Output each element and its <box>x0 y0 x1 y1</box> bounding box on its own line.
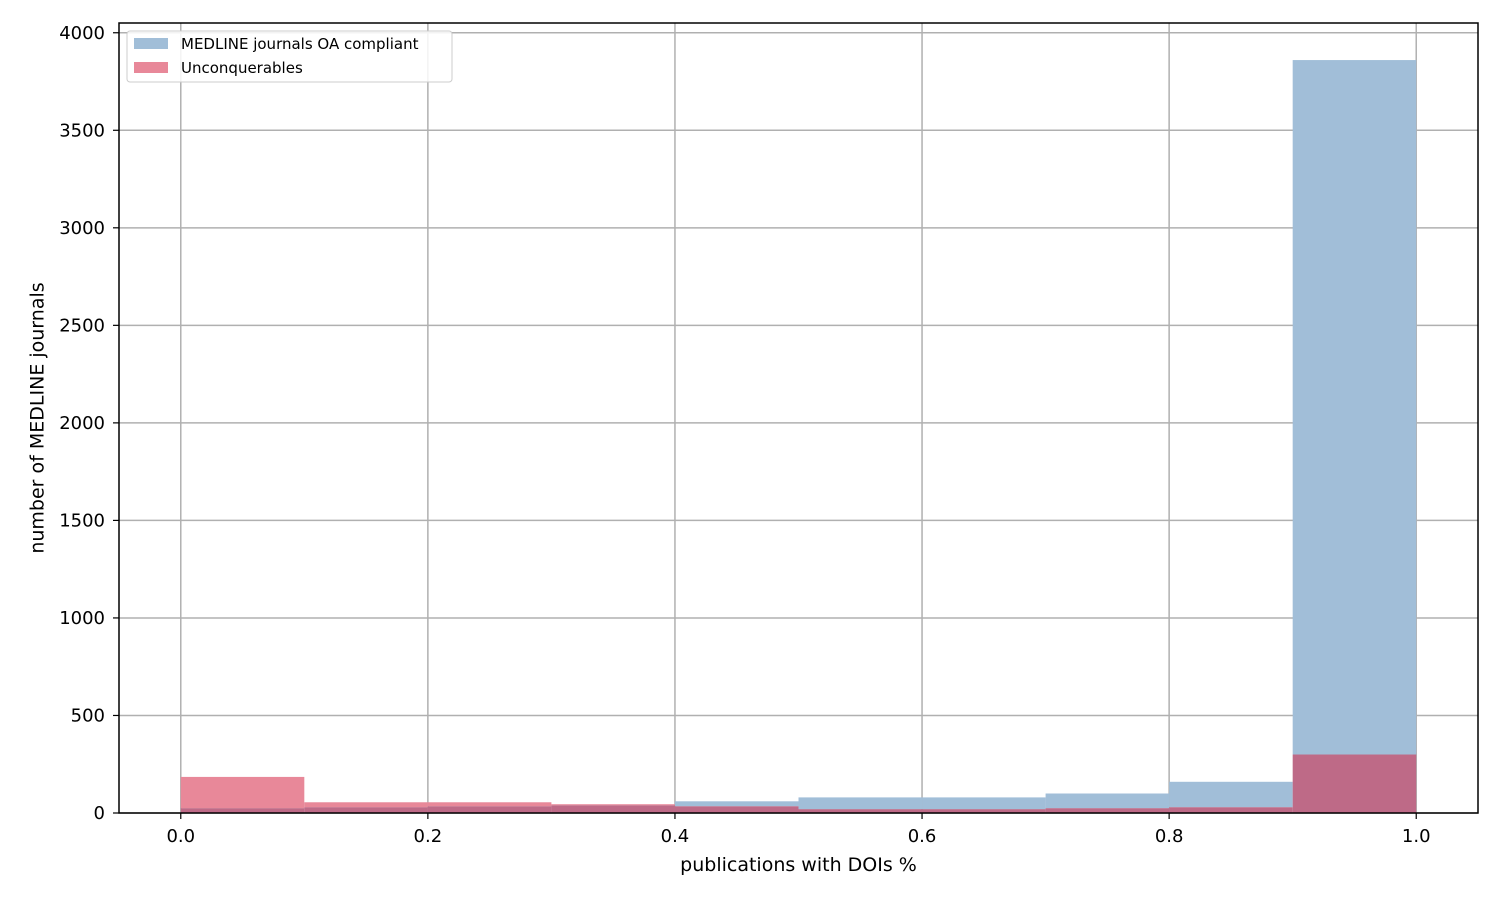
y-axis-label: number of MEDLINE journals <box>27 282 49 553</box>
x-tick-label: 0.4 <box>661 826 690 847</box>
bar-oa-compliant <box>922 797 1046 810</box>
bar-overlap <box>304 807 428 813</box>
y-tick-label: 2500 <box>59 315 105 336</box>
legend-label-unconquerables: Unconquerables <box>181 59 303 77</box>
bar-overlap <box>551 805 675 813</box>
bar-oa-compliant <box>798 797 923 810</box>
y-tick-label: 3500 <box>59 120 105 141</box>
grid-lines <box>119 23 1478 814</box>
bar-oa-compliant <box>1292 60 1417 755</box>
x-tick-label: 0.8 <box>1155 826 1184 847</box>
bar-oa-compliant <box>1045 793 1170 809</box>
bar-overlap <box>1045 808 1170 813</box>
bar-unconquerables <box>180 776 305 809</box>
x-tick-label: 1.0 <box>1402 826 1431 847</box>
x-tick-label: 0.0 <box>166 826 195 847</box>
x-axis-ticks: 0.0 0.2 0.4 0.6 0.8 1.0 <box>166 813 1431 847</box>
bar-overlap <box>674 806 799 813</box>
y-tick-label: 3000 <box>59 218 105 239</box>
y-tick-label: 2000 <box>59 413 105 434</box>
y-tick-label: 1500 <box>59 510 105 531</box>
legend-box <box>126 30 453 83</box>
bar-oa-compliant <box>674 801 799 807</box>
legend-swatch-oa-compliant <box>134 38 168 49</box>
bar-overlap <box>427 806 552 813</box>
bar-overlap <box>798 809 923 813</box>
bar-unconquerables <box>427 802 552 807</box>
x-tick-label: 0.6 <box>908 826 937 847</box>
legend: MEDLINE journals OA compliant Unconquera… <box>126 30 453 83</box>
y-tick-label: 1000 <box>59 608 105 629</box>
legend-swatch-unconquerables <box>134 62 168 73</box>
bar-unconquerables <box>551 804 675 806</box>
bars <box>180 60 1417 813</box>
bar-overlap <box>922 809 1046 813</box>
bar-oa-compliant <box>1169 781 1293 808</box>
legend-label-oa-compliant: MEDLINE journals OA compliant <box>181 35 419 53</box>
plot-frame <box>118 22 1479 814</box>
x-tick-label: 0.2 <box>414 826 443 847</box>
bar-unconquerables <box>304 802 428 808</box>
x-axis-label: publications with DOIs % <box>680 854 917 876</box>
y-tick-label: 500 <box>71 705 105 726</box>
bar-overlap <box>180 808 305 813</box>
bar-overlap <box>1169 807 1293 813</box>
bar-overlap <box>1292 754 1417 813</box>
y-axis-ticks: 0 500 1000 1500 2000 2500 3000 3500 4000 <box>59 23 119 824</box>
y-tick-label: 4000 <box>59 23 105 44</box>
y-tick-label: 0 <box>94 803 105 824</box>
